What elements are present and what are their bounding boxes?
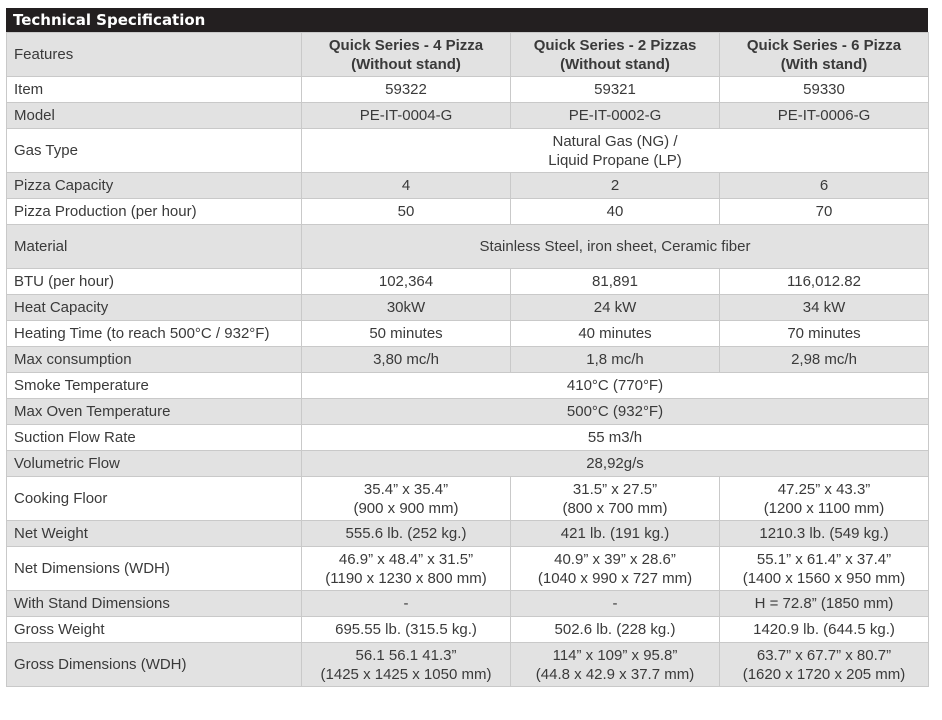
value-cell: 1420.9 lb. (644.5 kg.) — [719, 616, 929, 643]
row-label: Gross Dimensions (WDH) — [6, 642, 302, 687]
spec-body: Item 59322 59321 59330 Model PE-IT-0004-G PE-I… — [6, 76, 929, 687]
row-label: Suction Flow Rate — [6, 424, 302, 451]
value-cell: 56.1 56.1 41.3” (1425 x 1425 x 1050 mm) — [301, 642, 511, 687]
value-cell: 2 — [510, 172, 720, 199]
spec-table: Features Quick Series - 4 Pizza (Without … — [6, 32, 929, 687]
table-row: Heating Time (to reach 500°C / 932°F) 50 … — [6, 320, 929, 347]
value-cell: 502.6 lb. (228 kg.) — [510, 616, 720, 643]
table-row: Smoke Temperature 410°C (770°F) — [6, 372, 929, 399]
row-label: Gas Type — [6, 128, 302, 173]
row-label: Max consumption — [6, 346, 302, 373]
value-cell: 40 — [510, 198, 720, 225]
table-row: Item 59322 59321 59330 — [6, 76, 929, 103]
value-cell: 1210.3 lb. (549 kg.) — [719, 520, 929, 547]
value-cell: 114” x 109” x 95.8” (44.8 x 42.9 x 37.7 m… — [510, 642, 720, 687]
value-cell: 102,364 — [301, 268, 511, 295]
value-cell: 55.1” x 61.4” x 37.4” (1400 x 1560 x 950 … — [719, 546, 929, 591]
features-header: Features — [6, 32, 302, 77]
table-row: With Stand Dimensions - - H = 72.8” (1850 m… — [6, 590, 929, 617]
table-row: Pizza Capacity 4 2 6 — [6, 172, 929, 199]
merged-cell: Natural Gas (NG) / Liquid Propane (LP) — [301, 128, 929, 173]
row-label: Heating Time (to reach 500°C / 932°F) — [6, 320, 302, 347]
value-cell: 50 — [301, 198, 511, 225]
value-cell: 695.55 lb. (315.5 kg.) — [301, 616, 511, 643]
value-cell: 1,8 mc/h — [510, 346, 720, 373]
merged-cell: Stainless Steel, iron sheet, Ceramic fib… — [301, 224, 929, 269]
value-cell: 555.6 lb. (252 kg.) — [301, 520, 511, 547]
value-cell: 47.25” x 43.3” (1200 x 1100 mm) — [719, 476, 929, 521]
spec-title: Technical Specification — [6, 8, 928, 32]
value-cell: 40.9” x 39” x 28.6” (1040 x 990 x 727 mm) — [510, 546, 720, 591]
value-cell: - — [301, 590, 511, 617]
header-row: Features Quick Series - 4 Pizza (Without … — [6, 32, 929, 77]
row-label: Cooking Floor — [6, 476, 302, 521]
value-cell: 24 kW — [510, 294, 720, 321]
value-cell: 59330 — [719, 76, 929, 103]
table-row: Model PE-IT-0004-G PE-IT-0002-G PE-IT-0006-… — [6, 102, 929, 129]
spec-sheet: Technical Specification Features Quick S… — [6, 8, 929, 687]
table-row: Pizza Production (per hour) 50 40 70 — [6, 198, 929, 225]
value-cell: 70 minutes — [719, 320, 929, 347]
value-cell: 70 — [719, 198, 929, 225]
value-cell: 35.4” x 35.4” (900 x 900 mm) — [301, 476, 511, 521]
row-label: Max Oven Temperature — [6, 398, 302, 425]
row-label: With Stand Dimensions — [6, 590, 302, 617]
row-label: Item — [6, 76, 302, 103]
row-label: Model — [6, 102, 302, 129]
table-row: Material Stainless Steel, iron sheet, Cer… — [6, 224, 929, 269]
value-cell: 50 minutes — [301, 320, 511, 347]
product-header: Quick Series - 4 Pizza (Without stand) — [301, 32, 511, 77]
table-row: Suction Flow Rate 55 m3/h — [6, 424, 929, 451]
row-label: Pizza Production (per hour) — [6, 198, 302, 225]
value-cell: PE-IT-0006-G — [719, 102, 929, 129]
value-cell: PE-IT-0002-G — [510, 102, 720, 129]
value-cell: 81,891 — [510, 268, 720, 295]
product-header: Quick Series - 6 Pizza (With stand) — [719, 32, 929, 77]
value-cell: 30kW — [301, 294, 511, 321]
value-cell: 63.7” x 67.7” x 80.7” (1620 x 1720 x 205 … — [719, 642, 929, 687]
table-row: Gas Type Natural Gas (NG) / Liquid Propane… — [6, 128, 929, 173]
value-cell: 421 lb. (191 kg.) — [510, 520, 720, 547]
value-cell: 40 minutes — [510, 320, 720, 347]
value-cell: 31.5” x 27.5” (800 x 700 mm) — [510, 476, 720, 521]
merged-cell: 28,92g/s — [301, 450, 929, 477]
row-label: BTU (per hour) — [6, 268, 302, 295]
value-cell: H = 72.8” (1850 mm) — [719, 590, 929, 617]
value-cell: 4 — [301, 172, 511, 199]
value-cell: 3,80 mc/h — [301, 346, 511, 373]
value-cell: 46.9” x 48.4” x 31.5” (1190 x 1230 x 800 … — [301, 546, 511, 591]
row-label: Gross Weight — [6, 616, 302, 643]
row-label: Smoke Temperature — [6, 372, 302, 399]
product-header: Quick Series - 2 Pizzas (Without stand) — [510, 32, 720, 77]
merged-cell: 500°C (932°F) — [301, 398, 929, 425]
value-cell: 2,98 mc/h — [719, 346, 929, 373]
value-cell: 34 kW — [719, 294, 929, 321]
table-row: Max Oven Temperature 500°C (932°F) — [6, 398, 929, 425]
table-row: Max consumption 3,80 mc/h 1,8 mc/h 2,98 mc/… — [6, 346, 929, 373]
table-row: Heat Capacity 30kW 24 kW 34 kW — [6, 294, 929, 321]
value-cell: 116,012.82 — [719, 268, 929, 295]
value-cell: - — [510, 590, 720, 617]
value-cell: 6 — [719, 172, 929, 199]
row-label: Net Dimensions (WDH) — [6, 546, 302, 591]
row-label: Heat Capacity — [6, 294, 302, 321]
table-row: Gross Dimensions (WDH) 56.1 56.1 41.3” (14… — [6, 642, 929, 687]
merged-cell: 55 m3/h — [301, 424, 929, 451]
value-cell: 59321 — [510, 76, 720, 103]
table-row: Gross Weight 695.55 lb. (315.5 kg.) 502.6 … — [6, 616, 929, 643]
row-label: Pizza Capacity — [6, 172, 302, 199]
row-label: Volumetric Flow — [6, 450, 302, 477]
table-row: Net Dimensions (WDH) 46.9” x 48.4” x 31.5… — [6, 546, 929, 591]
row-label: Material — [6, 224, 302, 269]
table-row: Net Weight 555.6 lb. (252 kg.) 421 lb. (19… — [6, 520, 929, 547]
value-cell: PE-IT-0004-G — [301, 102, 511, 129]
value-cell: 59322 — [301, 76, 511, 103]
merged-cell: 410°C (770°F) — [301, 372, 929, 399]
table-row: BTU (per hour) 102,364 81,891 116,012.82 — [6, 268, 929, 295]
table-row: Cooking Floor 35.4” x 35.4” (900 x 900 mm)… — [6, 476, 929, 521]
table-row: Volumetric Flow 28,92g/s — [6, 450, 929, 477]
row-label: Net Weight — [6, 520, 302, 547]
